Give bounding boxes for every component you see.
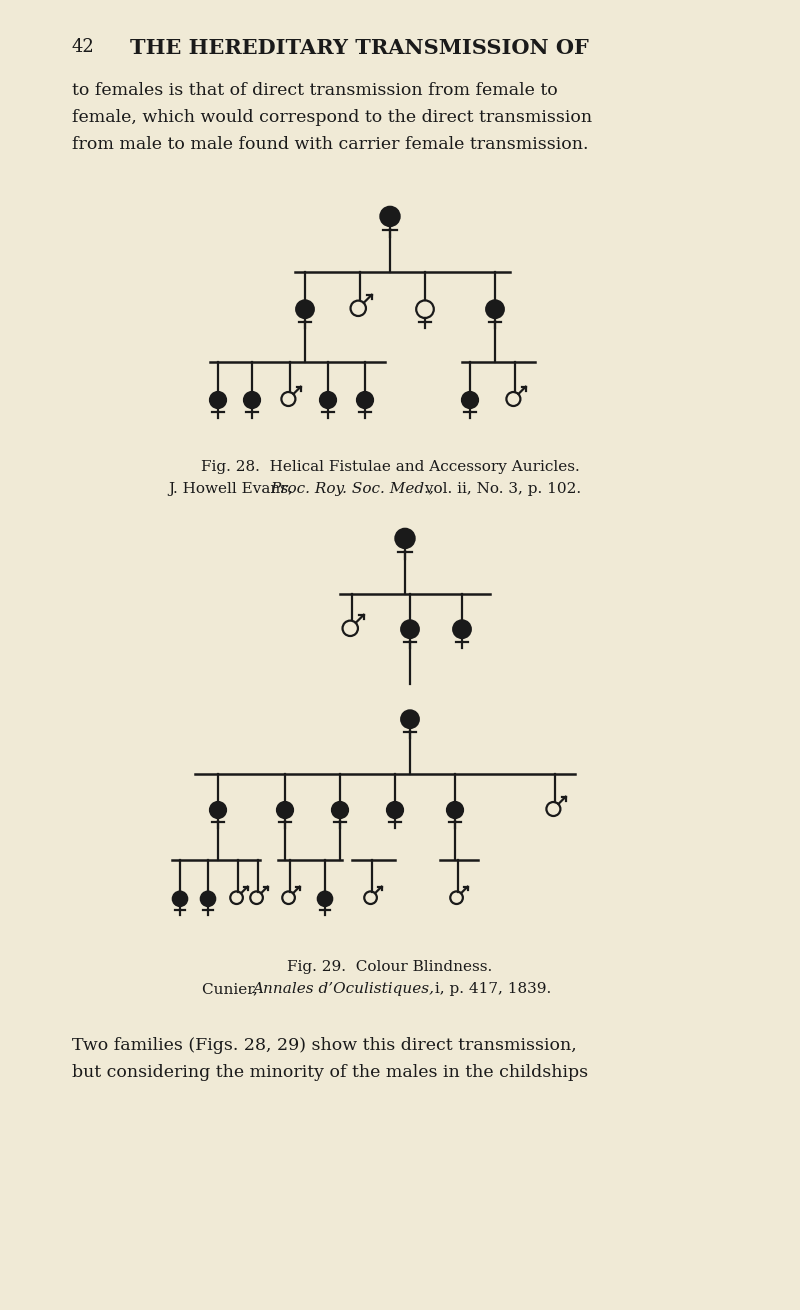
Circle shape [387,802,403,817]
Circle shape [462,392,478,407]
Circle shape [401,621,419,638]
Circle shape [244,392,260,407]
Circle shape [453,621,470,638]
Circle shape [210,802,226,817]
Text: vol. ii, No. 3, p. 102.: vol. ii, No. 3, p. 102. [420,482,581,496]
Text: Cunier,: Cunier, [202,982,262,996]
Circle shape [332,802,348,817]
Circle shape [173,892,187,907]
Circle shape [395,529,414,548]
Text: i, p. 417, 1839.: i, p. 417, 1839. [430,982,551,996]
Circle shape [277,802,293,817]
Circle shape [401,710,419,728]
Circle shape [296,300,314,318]
Text: Proc. Roy. Soc. Med.,: Proc. Roy. Soc. Med., [270,482,434,496]
Circle shape [486,300,504,318]
Circle shape [201,892,215,907]
Text: female, which would correspond to the direct transmission: female, which would correspond to the di… [72,109,592,126]
Circle shape [210,392,226,407]
Circle shape [320,392,336,407]
Circle shape [447,802,463,817]
Text: 42: 42 [72,38,94,56]
Text: from male to male found with carrier female transmission.: from male to male found with carrier fem… [72,136,589,153]
Text: Annales d’Oculistiques,: Annales d’Oculistiques, [252,982,434,996]
Text: THE HEREDITARY TRANSMISSION OF: THE HEREDITARY TRANSMISSION OF [130,38,589,58]
Text: but considering the minority of the males in the childships: but considering the minority of the male… [72,1064,588,1081]
Text: Fig. 29.  Colour Blindness.: Fig. 29. Colour Blindness. [287,960,493,975]
Circle shape [416,300,434,318]
Text: to females is that of direct transmission from female to: to females is that of direct transmissio… [72,83,558,100]
Text: Two families (Figs. 28, 29) show this direct transmission,: Two families (Figs. 28, 29) show this di… [72,1038,577,1055]
Circle shape [381,207,400,227]
Circle shape [357,392,373,407]
Circle shape [318,892,332,907]
Text: Fig. 28.  Helical Fistulae and Accessory Auricles.: Fig. 28. Helical Fistulae and Accessory … [201,460,579,474]
Text: J. Howell Evans,: J. Howell Evans, [168,482,298,496]
